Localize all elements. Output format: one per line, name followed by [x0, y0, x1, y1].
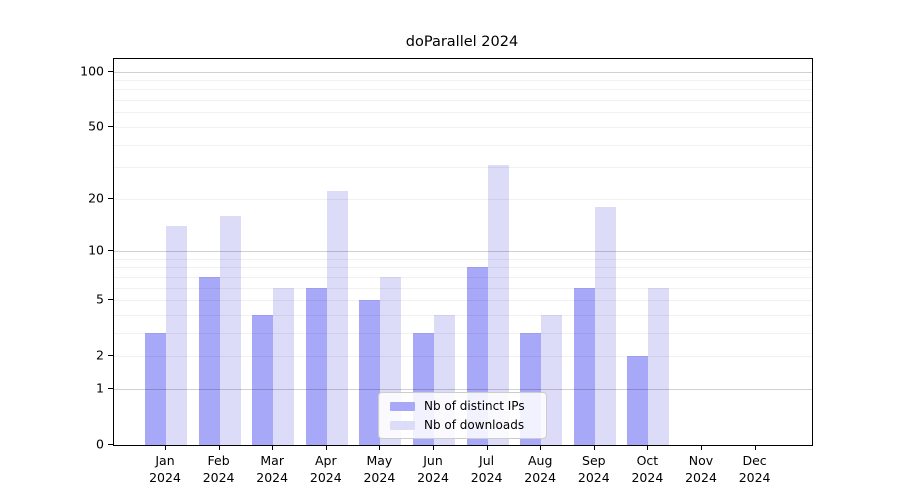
y-tick-mark-1 [108, 387, 113, 389]
gridline-5 [114, 300, 812, 302]
chart-title: doParallel 2024 [405, 34, 519, 50]
x-tick-mark-mar [272, 445, 274, 450]
legend: Nb of distinct IPs Nb of downloads [378, 392, 547, 439]
legend-item-downloads: Nb of downloads [390, 418, 535, 432]
gridline-2 [114, 356, 812, 358]
bar-ips-feb [198, 276, 220, 445]
gridline-90 [114, 80, 812, 82]
x-tick-mark-dec [754, 445, 756, 450]
y-tick-label-1: 1 [96, 380, 104, 396]
x-tick-label-jun: Jun 2024 [417, 453, 449, 485]
y-tick-label-0: 0 [96, 436, 104, 452]
y-tick-label-2: 2 [96, 347, 104, 363]
gridline-30 [114, 167, 812, 169]
x-tick-mark-aug [540, 445, 542, 450]
y-tick-mark-100 [108, 70, 113, 72]
gridline-8 [114, 267, 812, 269]
y-tick-label-50: 50 [88, 118, 104, 134]
gridline-4 [114, 314, 812, 316]
y-tick-label-5: 5 [96, 291, 104, 307]
x-tick-mark-sep [593, 445, 595, 450]
gridline-50 [114, 126, 812, 128]
gridline-40 [114, 144, 812, 146]
x-tick-label-jan: Jan 2024 [149, 453, 181, 485]
gridline-7 [114, 276, 812, 278]
bar-ips-may [359, 300, 381, 445]
legend-swatch-distinct-ips [390, 401, 415, 411]
x-tick-label-feb: Feb 2024 [202, 453, 235, 485]
x-tick-label-jul: Jul 2024 [470, 453, 503, 485]
x-tick-mark-oct [647, 445, 649, 450]
x-tick-mark-jun [433, 445, 434, 450]
bar-ips-sep [573, 287, 595, 445]
x-tick-mark-may [379, 445, 381, 450]
gridline-80 [114, 89, 812, 91]
x-tick-label-oct: Oct 2024 [631, 453, 664, 485]
legend-label-downloads: Nb of downloads [424, 418, 525, 432]
bar-downloads-mar [273, 287, 295, 445]
bar-downloads-sep [594, 206, 616, 445]
bar-downloads-jul [487, 164, 509, 445]
gridline-100 [114, 71, 812, 73]
x-tick-mark-jul [486, 445, 488, 450]
y-tick-label-20: 20 [88, 190, 104, 206]
x-tick-label-may: May 2024 [363, 453, 396, 485]
grid-layer [114, 59, 812, 445]
legend-item-distinct-ips: Nb of distinct IPs [390, 399, 535, 413]
bar-ips-oct [627, 356, 649, 445]
x-tick-mark-nov [701, 445, 702, 450]
x-tick-mark-jan [165, 445, 166, 450]
y-tick-mark-10 [108, 249, 113, 251]
bar-downloads-feb [219, 215, 241, 445]
x-tick-label-sep: Sep 2024 [577, 453, 610, 485]
gridline-1 [114, 388, 812, 390]
y-tick-mark-20 [108, 197, 113, 199]
bar-ips-apr [305, 287, 327, 445]
y-tick-mark-0 [108, 444, 113, 445]
bar-ips-mar [252, 314, 274, 445]
x-tick-mark-apr [325, 445, 327, 450]
x-tick-label-nov: Nov 2024 [685, 453, 717, 485]
y-tick-label-100: 100 [80, 63, 104, 79]
bar-downloads-jan [166, 225, 187, 445]
x-tick-label-dec: Dec 2024 [738, 453, 771, 485]
bar-downloads-apr [326, 191, 348, 445]
gridline-3 [114, 332, 812, 334]
bar-downloads-oct [648, 287, 670, 445]
bar-ips-jan [145, 332, 166, 445]
x-tick-label-aug: Aug 2024 [524, 453, 557, 485]
y-tick-mark-5 [108, 299, 113, 301]
gridline-10 [114, 250, 812, 252]
legend-label-distinct-ips: Nb of distinct IPs [424, 399, 525, 413]
legend-swatch-downloads [390, 420, 415, 430]
gridline-70 [114, 100, 812, 102]
gridline-6 [114, 287, 812, 289]
y-tick-mark-2 [108, 355, 113, 357]
gridline-20 [114, 198, 812, 200]
x-tick-label-apr: Apr 2024 [309, 453, 342, 485]
gridline-9 [114, 258, 812, 260]
y-tick-mark-50 [108, 125, 113, 127]
x-tick-label-mar: Mar 2024 [256, 453, 289, 485]
x-tick-mark-feb [218, 445, 220, 450]
plot-area [113, 58, 813, 446]
y-tick-label-10: 10 [88, 242, 104, 258]
gridline-60 [114, 112, 812, 114]
